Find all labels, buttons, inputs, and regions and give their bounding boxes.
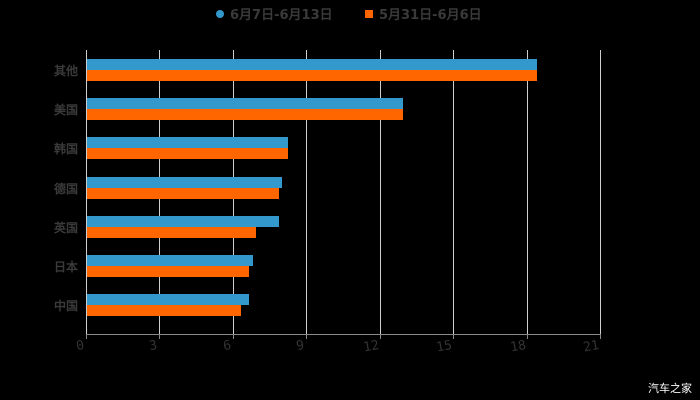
bar-previous-week[interactable] (87, 70, 538, 81)
x-tick-label: 12 (361, 338, 380, 356)
bar-previous-week[interactable] (87, 109, 403, 121)
x-tick-label: 21 (582, 338, 601, 356)
square-marker-icon (365, 9, 373, 18)
bar-current-week[interactable] (87, 215, 280, 227)
x-tick (159, 334, 161, 339)
x-tick-label: 3 (148, 338, 159, 355)
category-label: 英国 (53, 220, 78, 235)
y-axis-line (86, 50, 87, 335)
x-tick (600, 334, 601, 339)
bar-previous-week[interactable] (87, 226, 256, 238)
legend-item-series2[interactable]: 5月31日-6月6日 (365, 4, 482, 23)
bar-previous-week[interactable] (87, 148, 288, 160)
bar-current-week[interactable] (87, 176, 282, 188)
x-axis-line (86, 334, 601, 335)
bar-current-week[interactable] (87, 59, 538, 70)
gridline (526, 50, 528, 335)
legend-item-series1[interactable]: 6月7日-6月13日 (216, 4, 333, 23)
bar-current-week[interactable] (87, 255, 254, 266)
x-tick (86, 334, 87, 339)
gridline (306, 50, 308, 335)
x-tick-label: 18 (508, 338, 527, 356)
gridline (379, 50, 381, 335)
gridline (453, 50, 455, 335)
category-label: 其他 (53, 64, 78, 78)
x-tick-label: 0 (75, 338, 86, 355)
x-tick (526, 334, 528, 339)
bar-previous-week[interactable] (87, 305, 242, 317)
legend: 6月7日-6月13日 5月31日-6月6日 (0, 4, 700, 24)
category-label: 中国 (53, 299, 78, 314)
bar-current-week[interactable] (87, 294, 249, 306)
x-tick (306, 334, 308, 339)
category-label: 日本 (53, 260, 78, 274)
category-label: 美国 (53, 103, 78, 118)
gridline (600, 50, 601, 335)
x-tick-label: 9 (295, 338, 306, 355)
x-tick (453, 334, 455, 339)
x-tick-label: 15 (435, 338, 454, 356)
bar-previous-week[interactable] (87, 266, 249, 277)
legend-label: 6月7日-6月13日 (230, 8, 333, 23)
bar-previous-week[interactable] (87, 187, 280, 199)
x-tick (232, 334, 234, 339)
legend-label: 5月31日-6月6日 (379, 8, 482, 23)
bar-current-week[interactable] (87, 137, 288, 149)
watermark: 汽车之家 (648, 382, 692, 395)
x-tick (379, 334, 381, 339)
bar-current-week[interactable] (87, 98, 403, 110)
category-label: 韩国 (53, 142, 78, 157)
x-tick-label: 6 (221, 338, 233, 355)
circle-marker-icon (216, 9, 224, 18)
category-label: 德国 (53, 181, 78, 196)
